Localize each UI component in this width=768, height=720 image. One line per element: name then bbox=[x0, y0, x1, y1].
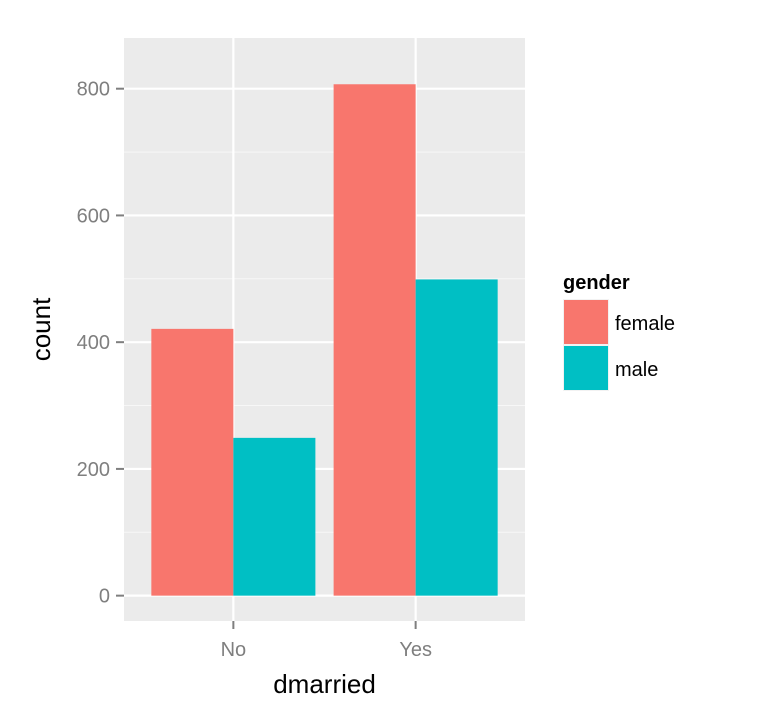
y-axis: 0 200 400 600 800 bbox=[77, 79, 124, 608]
bar-female-no bbox=[151, 328, 234, 596]
y-tick-label: 800 bbox=[77, 79, 110, 101]
bar-male-no bbox=[233, 437, 316, 596]
x-axis-title: dmarried bbox=[273, 669, 376, 699]
legend: gender female male bbox=[563, 272, 675, 391]
y-tick-label: 200 bbox=[77, 459, 110, 481]
y-tick-label: 400 bbox=[77, 332, 110, 354]
bar-male-yes bbox=[415, 279, 498, 596]
legend-swatch-male bbox=[564, 346, 608, 390]
x-axis: No Yes bbox=[221, 621, 432, 661]
x-tick-label: Yes bbox=[399, 639, 432, 661]
y-tick-label: 0 bbox=[99, 586, 110, 608]
legend-label-female: female bbox=[615, 313, 675, 335]
bars bbox=[151, 84, 498, 596]
y-axis-title: count bbox=[26, 297, 56, 361]
legend-label-male: male bbox=[615, 359, 658, 381]
legend-title: gender bbox=[563, 272, 630, 294]
bar-female-yes bbox=[333, 84, 416, 596]
x-tick-label: No bbox=[221, 639, 247, 661]
y-tick-label: 600 bbox=[77, 205, 110, 227]
legend-swatch-female bbox=[564, 300, 608, 344]
